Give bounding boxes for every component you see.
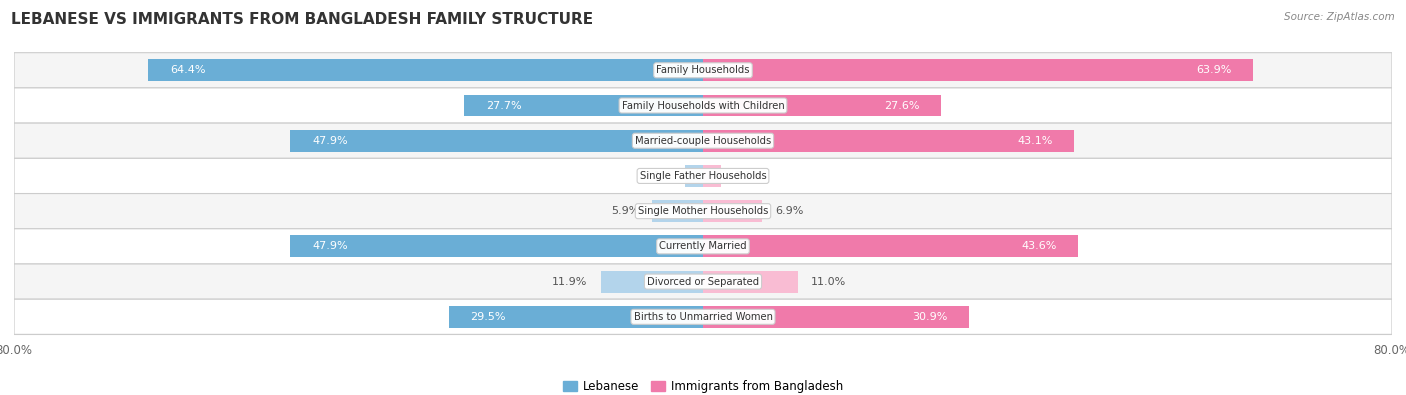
Text: 2.1%: 2.1%: [644, 171, 672, 181]
Text: Married-couple Households: Married-couple Households: [636, 136, 770, 146]
Bar: [291, 235, 703, 257]
Text: Single Mother Households: Single Mother Households: [638, 206, 768, 216]
Bar: [685, 165, 703, 187]
Legend: Lebanese, Immigrants from Bangladesh: Lebanese, Immigrants from Bangladesh: [558, 376, 848, 395]
Bar: [703, 306, 969, 328]
Bar: [464, 94, 703, 117]
Text: 43.6%: 43.6%: [1022, 241, 1057, 251]
Bar: [652, 200, 703, 222]
FancyBboxPatch shape: [14, 123, 1392, 158]
Bar: [703, 200, 762, 222]
Text: 6.9%: 6.9%: [775, 206, 804, 216]
Text: 5.9%: 5.9%: [610, 206, 640, 216]
Bar: [703, 271, 797, 293]
FancyBboxPatch shape: [14, 264, 1392, 299]
Text: 11.0%: 11.0%: [811, 276, 846, 287]
Text: 2.1%: 2.1%: [734, 171, 762, 181]
Bar: [703, 165, 721, 187]
Text: 11.9%: 11.9%: [553, 276, 588, 287]
Text: Family Households: Family Households: [657, 65, 749, 75]
Text: Births to Unmarried Women: Births to Unmarried Women: [634, 312, 772, 322]
FancyBboxPatch shape: [14, 88, 1392, 123]
Bar: [703, 130, 1074, 152]
Text: 30.9%: 30.9%: [912, 312, 948, 322]
FancyBboxPatch shape: [14, 229, 1392, 264]
Bar: [291, 130, 703, 152]
Text: 29.5%: 29.5%: [471, 312, 506, 322]
Text: 47.9%: 47.9%: [312, 241, 347, 251]
Text: Currently Married: Currently Married: [659, 241, 747, 251]
Text: 43.1%: 43.1%: [1018, 136, 1053, 146]
Bar: [703, 59, 1253, 81]
Text: LEBANESE VS IMMIGRANTS FROM BANGLADESH FAMILY STRUCTURE: LEBANESE VS IMMIGRANTS FROM BANGLADESH F…: [11, 12, 593, 27]
FancyBboxPatch shape: [14, 299, 1392, 335]
FancyBboxPatch shape: [14, 158, 1392, 194]
Bar: [703, 94, 941, 117]
Bar: [600, 271, 703, 293]
Text: 64.4%: 64.4%: [170, 65, 205, 75]
Text: Single Father Households: Single Father Households: [640, 171, 766, 181]
Bar: [703, 235, 1078, 257]
Text: 27.7%: 27.7%: [486, 100, 522, 111]
Bar: [149, 59, 703, 81]
Text: 63.9%: 63.9%: [1197, 65, 1232, 75]
Text: 47.9%: 47.9%: [312, 136, 347, 146]
Bar: [449, 306, 703, 328]
Text: Divorced or Separated: Divorced or Separated: [647, 276, 759, 287]
Text: Source: ZipAtlas.com: Source: ZipAtlas.com: [1284, 12, 1395, 22]
Text: Family Households with Children: Family Households with Children: [621, 100, 785, 111]
Text: 27.6%: 27.6%: [883, 100, 920, 111]
FancyBboxPatch shape: [14, 53, 1392, 88]
FancyBboxPatch shape: [14, 194, 1392, 229]
